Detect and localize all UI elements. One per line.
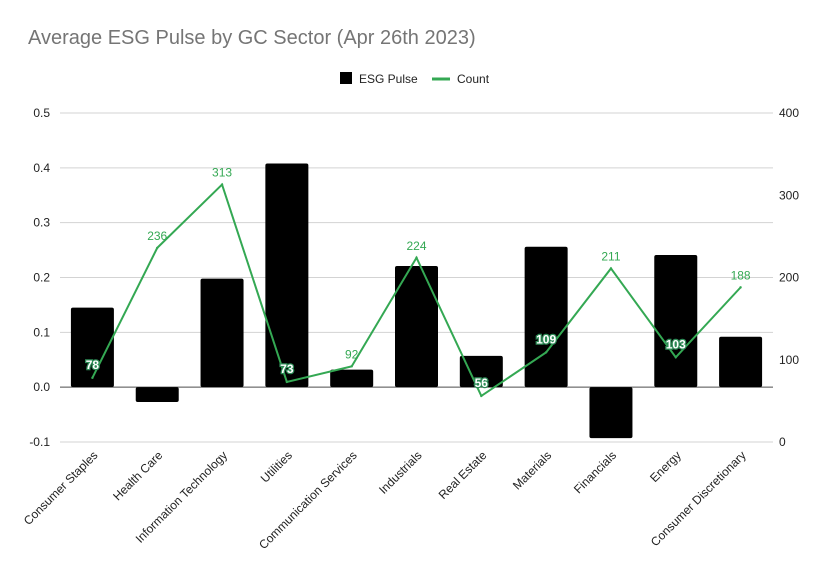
bar-10 bbox=[654, 255, 698, 388]
left-axis-tick-label: 0.0 bbox=[33, 380, 50, 394]
bar-5 bbox=[330, 369, 374, 388]
bar-1 bbox=[70, 307, 114, 388]
right-axis-tick-label: 400 bbox=[779, 106, 799, 120]
count-point-9 bbox=[609, 267, 613, 270]
count-label-3: 313 bbox=[212, 166, 232, 180]
left-axis-tick-label: 0.1 bbox=[33, 325, 50, 339]
right-axis-tick-label: 0 bbox=[779, 435, 786, 449]
count-label-7: 56 bbox=[475, 376, 489, 390]
bar-6 bbox=[395, 265, 438, 388]
count-point-10 bbox=[674, 356, 677, 359]
right-axis-tick-label: 100 bbox=[779, 353, 799, 367]
legend-count-label: Count bbox=[457, 72, 490, 86]
count-label-2: 236 bbox=[147, 229, 167, 243]
count-point-1 bbox=[91, 376, 94, 380]
category-label-8: Materials bbox=[510, 448, 554, 492]
count-point-6 bbox=[415, 256, 418, 259]
category-label-6: Industrials bbox=[376, 448, 425, 497]
bar-9 bbox=[589, 387, 633, 439]
legend-esg-pulse-swatch bbox=[340, 72, 352, 84]
count-point-4 bbox=[285, 380, 289, 384]
bar-7 bbox=[459, 355, 503, 388]
count-label-11: 188 bbox=[731, 268, 751, 282]
count-point-8 bbox=[544, 351, 548, 354]
category-label-4: Utilities bbox=[258, 448, 295, 485]
category-label-1: Consumer Staples bbox=[21, 448, 101, 528]
count-label-5: 92 bbox=[345, 347, 359, 361]
category-label-7: Real Estate bbox=[436, 448, 490, 502]
bar-8 bbox=[524, 246, 568, 388]
left-axis-tick-label: 0.4 bbox=[33, 161, 50, 175]
count-point-5 bbox=[350, 365, 353, 368]
bar-2 bbox=[135, 387, 179, 402]
count-point-7 bbox=[480, 394, 483, 398]
category-label-2: Health Care bbox=[110, 448, 165, 503]
bar-4 bbox=[265, 163, 309, 388]
category-label-9: Financials bbox=[571, 448, 619, 496]
count-point-3 bbox=[220, 183, 224, 186]
right-axis-tick-label: 300 bbox=[779, 188, 799, 202]
count-label-4: 73 bbox=[280, 362, 294, 376]
bar-3 bbox=[200, 278, 244, 388]
left-axis-tick-label: 0.5 bbox=[33, 106, 50, 120]
count-label-9: 211 bbox=[601, 249, 620, 263]
count-label-6: 224 bbox=[406, 239, 426, 253]
left-axis-tick-label: 0.3 bbox=[33, 216, 50, 230]
count-point-2 bbox=[156, 246, 159, 250]
count-label-8: 109 bbox=[536, 332, 556, 346]
left-axis-tick-label: -0.1 bbox=[29, 435, 50, 449]
count-label-1: 78 bbox=[86, 358, 100, 372]
count-label-10: 103 bbox=[666, 337, 686, 351]
category-label-10: Energy bbox=[647, 448, 684, 485]
bar-11 bbox=[719, 336, 763, 388]
right-axis-tick-label: 200 bbox=[779, 271, 799, 285]
left-axis-tick-label: 0.2 bbox=[33, 271, 50, 285]
chart-title: Average ESG Pulse by GC Sector (Apr 26th… bbox=[28, 27, 476, 49]
legend-esg-pulse-label: ESG Pulse bbox=[359, 72, 418, 86]
count-point-11 bbox=[739, 286, 742, 289]
